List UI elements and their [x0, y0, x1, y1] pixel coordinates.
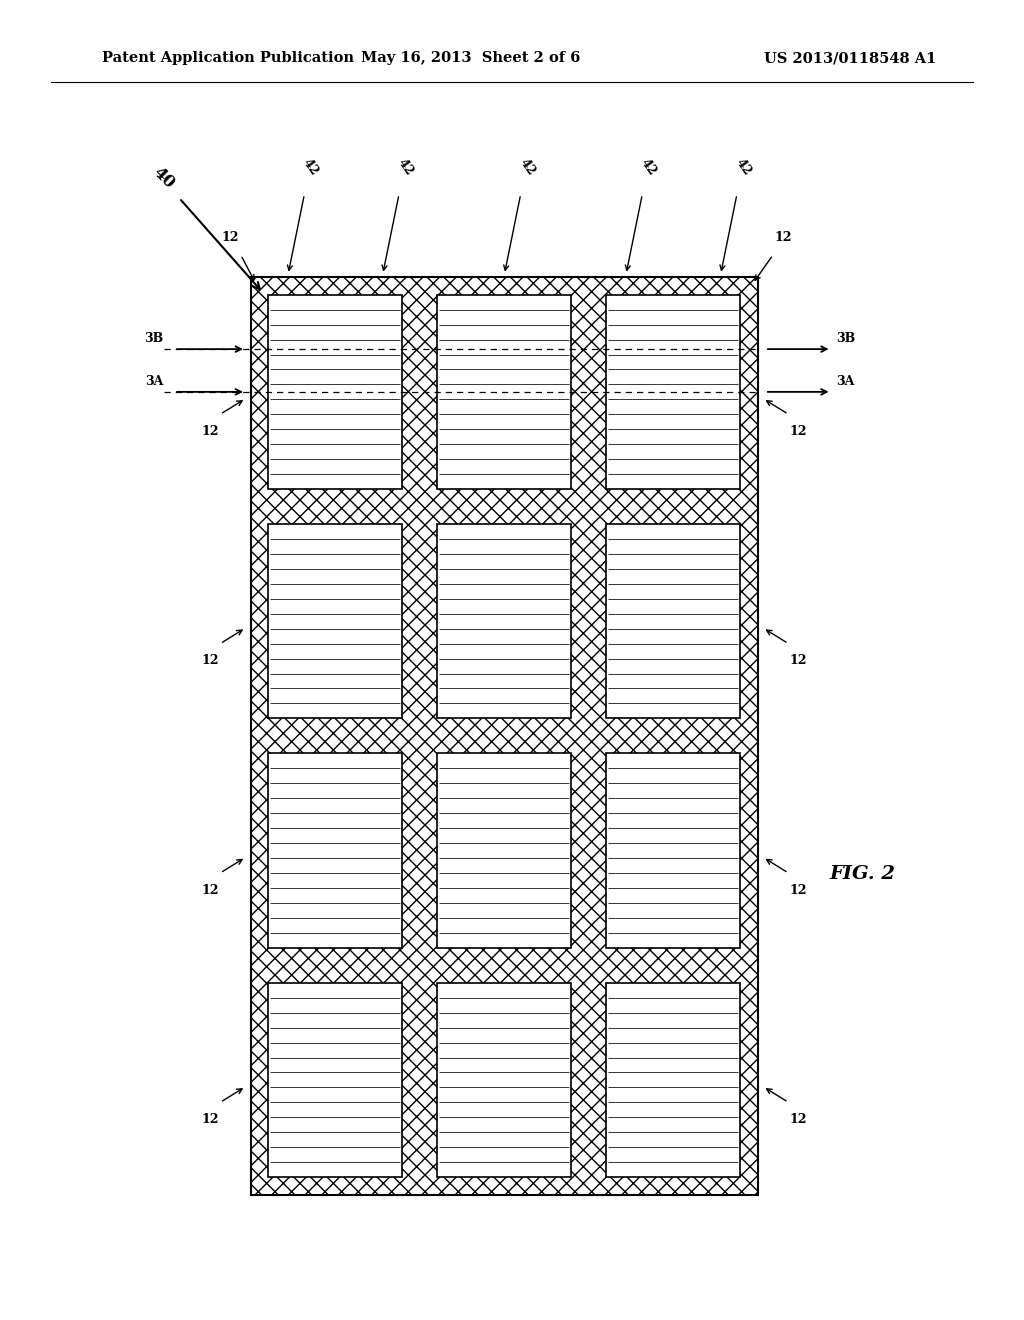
Text: 12: 12	[201, 883, 219, 896]
Text: 42: 42	[300, 156, 321, 178]
Text: 12: 12	[201, 1113, 219, 1126]
Text: 12: 12	[790, 425, 808, 438]
Text: 12: 12	[201, 425, 219, 438]
Text: US 2013/0118548 A1: US 2013/0118548 A1	[764, 51, 936, 65]
Bar	[268, 294, 402, 488]
Bar	[268, 983, 402, 1177]
Text: May 16, 2013  Sheet 2 of 6: May 16, 2013 Sheet 2 of 6	[361, 51, 581, 65]
Text: 42: 42	[395, 156, 416, 178]
Text: 12: 12	[790, 655, 808, 667]
Text: FIG. 2: FIG. 2	[829, 865, 895, 883]
Bar	[437, 294, 571, 488]
Text: 12: 12	[790, 883, 808, 896]
Text: 3B: 3B	[837, 333, 856, 345]
Bar	[606, 294, 740, 488]
Bar	[606, 754, 740, 948]
Bar	[437, 524, 571, 718]
Text: 3A: 3A	[837, 375, 855, 388]
Text: 42: 42	[516, 156, 538, 178]
Bar	[268, 524, 402, 718]
Bar	[606, 524, 740, 718]
Text: 3A: 3A	[145, 375, 164, 388]
Bar	[606, 983, 740, 1177]
Text: 12: 12	[790, 1113, 808, 1126]
Text: 12: 12	[774, 231, 793, 244]
Text: 42: 42	[638, 156, 658, 178]
Bar	[437, 754, 571, 948]
Text: 12: 12	[201, 655, 219, 667]
Text: 3B: 3B	[144, 333, 164, 345]
Bar	[437, 983, 571, 1177]
Bar	[251, 277, 758, 1195]
Text: 12: 12	[221, 231, 240, 244]
Bar	[268, 754, 402, 948]
Text: 42: 42	[733, 156, 754, 178]
Text: 40: 40	[150, 164, 178, 193]
Text: Patent Application Publication: Patent Application Publication	[102, 51, 354, 65]
